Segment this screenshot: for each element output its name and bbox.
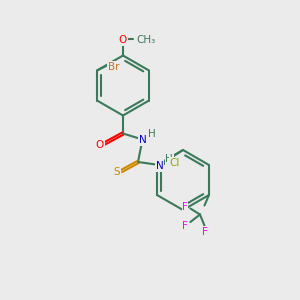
Text: F: F [202,227,207,237]
Text: S: S [114,167,120,177]
Text: H: H [148,129,155,139]
Text: O: O [119,35,127,45]
Text: F: F [182,221,188,231]
Text: Br: Br [108,62,119,72]
Text: CH₃: CH₃ [136,35,156,45]
Text: Cl: Cl [170,158,180,168]
Text: H: H [165,154,173,164]
Text: O: O [96,140,104,150]
Text: N: N [156,161,164,171]
Text: N: N [139,136,146,146]
Text: F: F [182,202,188,212]
